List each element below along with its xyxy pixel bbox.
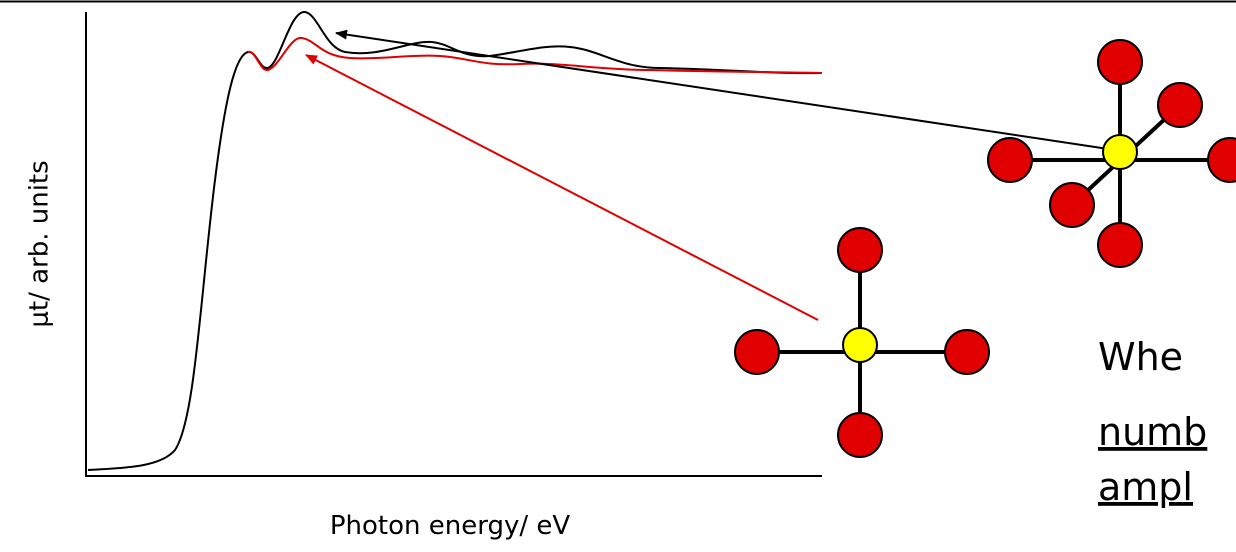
arrow-red xyxy=(305,54,819,321)
y-axis-label: μt/ arb. units xyxy=(25,160,55,327)
plot: μt/ arb. units Photon energy/ eV xyxy=(25,11,823,541)
text-line: Whe xyxy=(1098,335,1183,379)
text-line: numb xyxy=(1098,410,1207,454)
square-planar-molecule xyxy=(734,227,990,458)
spectrum-black xyxy=(87,11,823,471)
x-axis-label: Photon energy/ eV xyxy=(330,511,571,541)
octahedral-molecule xyxy=(987,39,1236,268)
spectrum-red xyxy=(247,37,823,74)
text-line: ampl xyxy=(1098,465,1193,509)
arrow-black xyxy=(335,29,1116,151)
